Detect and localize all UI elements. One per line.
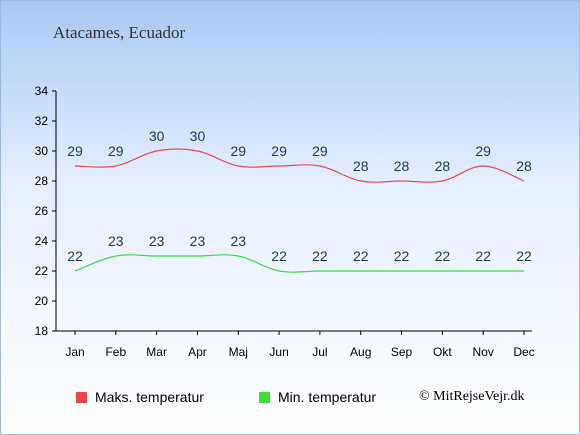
data-label: 29 xyxy=(475,143,491,159)
data-label: 22 xyxy=(394,248,410,264)
x-tick-label: Nov xyxy=(473,345,494,359)
x-tick-label: Aug xyxy=(350,345,371,359)
legend-item-min: Min. temperatur xyxy=(259,389,376,405)
data-label: 23 xyxy=(108,233,124,249)
x-tick-label: Sep xyxy=(391,345,413,359)
y-tick-label: 20 xyxy=(35,294,49,308)
series-line-min xyxy=(74,254,524,273)
data-label: 28 xyxy=(435,158,451,174)
chart-title: Atacames, Ecuador xyxy=(53,23,186,42)
x-tick-label: Feb xyxy=(105,345,126,359)
legend-label-min: Min. temperatur xyxy=(278,389,377,405)
data-label: 29 xyxy=(271,143,287,159)
legend-swatch-max xyxy=(76,391,87,403)
data-label: 22 xyxy=(271,248,287,264)
data-label: 23 xyxy=(230,233,246,249)
series-line-max xyxy=(74,148,525,183)
data-label: 29 xyxy=(67,143,83,159)
data-label: 29 xyxy=(312,143,328,159)
data-label: 29 xyxy=(230,143,246,159)
x-tick-label: Okt xyxy=(433,345,452,359)
y-tick-label: 26 xyxy=(35,204,49,218)
y-tick-label: 22 xyxy=(35,264,49,278)
data-label: 22 xyxy=(353,248,369,264)
x-tick-label: Apr xyxy=(188,345,207,359)
data-label: 22 xyxy=(435,248,451,264)
data-label: 23 xyxy=(190,233,206,249)
y-tick-label: 30 xyxy=(35,144,49,158)
y-tick-label: 18 xyxy=(35,324,49,338)
x-tick-label: Mar xyxy=(146,345,167,359)
x-tick-label: Jun xyxy=(269,345,288,359)
legend-label-max: Maks. temperatur xyxy=(95,389,204,405)
data-label: 23 xyxy=(149,233,165,249)
x-tick-label: Jul xyxy=(312,345,327,359)
y-tick-label: 32 xyxy=(35,114,49,128)
data-label: 22 xyxy=(516,248,532,264)
x-tick-label: Jan xyxy=(65,345,84,359)
x-tick-label: Maj xyxy=(229,345,248,359)
data-label: 30 xyxy=(149,128,165,144)
data-label: 28 xyxy=(394,158,410,174)
data-label: 28 xyxy=(353,158,369,174)
data-label: 22 xyxy=(475,248,491,264)
data-label: 29 xyxy=(108,143,124,159)
data-label: 22 xyxy=(312,248,328,264)
data-label: 28 xyxy=(516,158,532,174)
y-tick-label: 28 xyxy=(35,174,49,188)
data-label: 22 xyxy=(67,248,83,264)
x-tick-label: Dec xyxy=(513,345,534,359)
y-tick-label: 24 xyxy=(35,234,49,248)
y-tick-label: 34 xyxy=(35,84,49,98)
legend-item-max: Maks. temperatur xyxy=(76,389,204,405)
legend-swatch-min xyxy=(259,391,270,403)
copyright-text: © MitRejseVejr.dk xyxy=(419,389,525,404)
data-label: 30 xyxy=(190,128,206,144)
